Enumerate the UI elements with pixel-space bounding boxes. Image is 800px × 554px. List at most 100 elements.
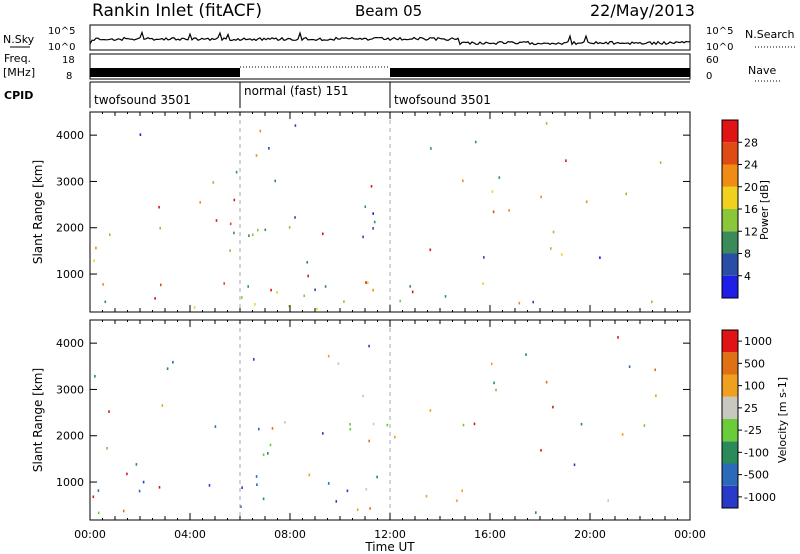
nsearch-label: N.Search xyxy=(745,28,795,41)
range-gate-cell xyxy=(372,227,374,230)
range-gate-cell xyxy=(372,422,375,426)
range-gate-cell xyxy=(158,486,161,489)
nsky-tick-bottom-left: 10^0 xyxy=(48,42,75,53)
range-gate-cell xyxy=(308,473,311,477)
range-gate-cell xyxy=(215,219,218,222)
power-xticks xyxy=(89,112,691,312)
range-gate-cell xyxy=(97,489,100,492)
range-gate-cell xyxy=(346,489,349,493)
freq-tick-bottom: 8 xyxy=(66,71,72,82)
range-gate-cell xyxy=(444,295,447,298)
range-gate-cell xyxy=(580,422,583,426)
range-gate-cell xyxy=(264,228,267,232)
range-gate-cell xyxy=(399,299,401,303)
range-gate-cell xyxy=(356,508,359,511)
range-gate-cell xyxy=(233,198,236,202)
range-gate-cell xyxy=(490,362,493,366)
range-gate-cell xyxy=(199,201,201,204)
colorbar-tick-label: 12 xyxy=(744,225,758,238)
velocity-yticks: 1000 2000 3000 4000 xyxy=(56,337,690,489)
range-gate-cell xyxy=(607,499,609,502)
colorbar-tick-label: -1000 xyxy=(744,491,776,504)
nsky-tick-top-left: 10^5 xyxy=(48,26,75,37)
x-tick-label: 08:00 xyxy=(274,528,306,541)
cpid-segment-3: twofsound 3501 xyxy=(394,93,491,107)
colorbar-tick-label: -500 xyxy=(744,469,769,482)
range-gate-cell xyxy=(94,375,96,378)
colorbar-tick-label: 24 xyxy=(744,159,758,172)
y-tick-label: 4000 xyxy=(56,129,84,142)
cpid-row: CPID twofsound 3501 normal (fast) 151 tw… xyxy=(4,81,690,108)
colorbar-swatch xyxy=(722,419,738,442)
range-gate-cell xyxy=(262,497,265,501)
range-gate-cell xyxy=(625,192,627,196)
range-gate-cell xyxy=(193,306,196,309)
range-gate-cell xyxy=(97,511,100,515)
range-gate-cell xyxy=(540,449,542,452)
power-colorbar: 4 8 12 16 20 24 28 Power [dB] xyxy=(721,119,771,299)
range-gate-cell xyxy=(628,365,631,368)
y-tick-label: 4000 xyxy=(56,337,84,350)
range-gate-cell xyxy=(545,122,548,125)
range-gate-cell xyxy=(343,300,345,303)
range-gate-cell xyxy=(271,427,274,430)
colorbar-tick-label: -100 xyxy=(744,446,769,459)
power-scatter xyxy=(93,122,662,311)
colorbar-swatch xyxy=(722,396,738,419)
x-tick-label: 20:00 xyxy=(574,528,606,541)
colorbar-swatch xyxy=(722,463,738,486)
range-gate-cell xyxy=(425,494,428,498)
range-gate-cell xyxy=(456,499,458,502)
range-gate-cell xyxy=(495,388,497,392)
x-tick-label: 16:00 xyxy=(474,528,506,541)
velocity-ylabel: Slant Range [km] xyxy=(31,368,45,472)
range-gate-cell xyxy=(525,353,527,356)
range-gate-cell xyxy=(95,246,97,250)
y-tick-label: 1000 xyxy=(56,476,84,489)
range-gate-cell xyxy=(368,344,370,348)
range-gate-cell xyxy=(316,307,318,311)
range-gate-cell xyxy=(349,428,352,431)
range-gate-cell xyxy=(106,447,108,450)
nsky-tick-bottom-right: 10^0 xyxy=(706,42,733,53)
range-gate-cell xyxy=(161,404,164,407)
range-gate-cell xyxy=(208,484,211,487)
range-gate-cell xyxy=(268,147,270,150)
freq-bar-1 xyxy=(90,68,240,77)
range-gate-cell xyxy=(540,195,542,199)
range-gate-cell xyxy=(462,423,465,427)
range-gate-cell xyxy=(349,423,351,426)
range-gate-cell xyxy=(229,249,231,252)
range-gate-cell xyxy=(257,228,259,232)
range-gate-cell xyxy=(160,283,162,287)
cpid-segment-2: normal (fast) 151 xyxy=(244,84,348,98)
range-gate-cell xyxy=(370,185,373,188)
range-gate-cell xyxy=(369,507,371,510)
range-gate-cell xyxy=(327,482,330,485)
colorbar-swatch xyxy=(722,275,738,298)
range-gate-cell xyxy=(362,394,364,398)
nave-tick-top: 60 xyxy=(706,55,719,66)
range-gate-cell xyxy=(93,259,95,262)
range-gate-cell xyxy=(258,427,260,431)
range-gate-cell xyxy=(252,233,254,237)
colorbar-swatch xyxy=(722,142,738,165)
range-gate-cell xyxy=(394,435,396,439)
freq-label: Freq. xyxy=(4,52,31,65)
date-label: 22/May/2013 xyxy=(590,1,695,20)
range-gate-cell xyxy=(322,432,324,435)
nave-label: Nave xyxy=(748,64,776,77)
range-gate-cell xyxy=(122,509,125,513)
colorbar-swatch xyxy=(722,209,738,232)
range-gate-cell xyxy=(166,367,169,370)
range-gate-cell xyxy=(376,475,378,479)
colorbar-tick-label: 1000 xyxy=(744,335,772,348)
nsky-tick-top-right: 10^5 xyxy=(706,26,733,37)
colorbar-swatch xyxy=(722,253,738,276)
colorbar-tick-label: 16 xyxy=(744,203,758,216)
range-gate-cell xyxy=(235,170,238,174)
range-gate-cell xyxy=(552,405,554,409)
x-tick-label: 00:00 xyxy=(674,528,706,541)
range-gate-cell xyxy=(585,200,588,204)
